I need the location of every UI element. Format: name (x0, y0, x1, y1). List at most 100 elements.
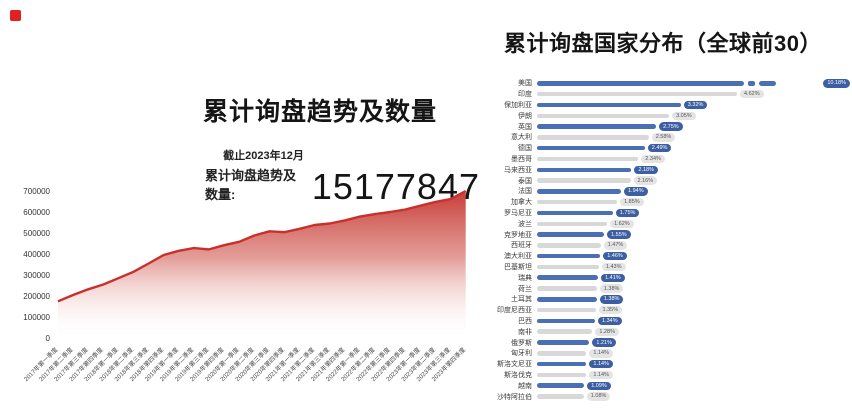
country-bar[interactable] (537, 340, 590, 345)
country-bar[interactable] (537, 91, 737, 97)
country-label: 美国 (518, 80, 532, 88)
country-label: 马来西亚 (504, 166, 532, 174)
total-inquiries-label: 累计询盘趋势及数量: (205, 168, 297, 202)
y-axis-tick-label: 100000 (23, 313, 50, 322)
country-bar[interactable] (537, 372, 587, 378)
bar-row: 墨西哥 2.34% (480, 154, 852, 165)
country-label: 俄罗斯 (511, 339, 532, 347)
value-badge: 1.28% (595, 327, 619, 336)
bar-row: 澳大利亚 1.46% (480, 251, 852, 262)
value-badge: 2.16% (633, 176, 658, 185)
country-bar[interactable] (537, 135, 649, 140)
area-fill[interactable] (58, 191, 466, 338)
country-label: 加拿大 (511, 199, 532, 207)
inquiry-trend-area-chart[interactable]: 0 100000 200000 300000 400000 500000 600000 700… (0, 176, 480, 411)
as-of-date-label: 截止2023年12月 (223, 150, 304, 162)
bar-row: 泰国 2.16% (480, 175, 852, 186)
country-label: 巴基斯坦 (504, 263, 532, 271)
country-label: 保加利亚 (504, 101, 532, 109)
bar-row: 土耳其 1.38% (480, 294, 852, 305)
country-bar[interactable] (537, 307, 596, 313)
logo-mark (10, 10, 21, 21)
bar-row: 瑞典 1.41% (480, 272, 852, 283)
country-bar[interactable] (537, 361, 587, 367)
bar-row: 斯洛文尼亚 1.14% (480, 359, 852, 370)
country-bar[interactable] (537, 286, 597, 291)
y-axis-tick-label: 500000 (23, 229, 50, 238)
value-badge: 1.21% (592, 338, 616, 347)
country-label: 印度 (518, 91, 532, 99)
country-bar[interactable] (537, 145, 645, 151)
bar-row: 意大利 2.58% (480, 132, 852, 143)
country-bar[interactable] (537, 124, 657, 129)
value-badge: 1.47% (603, 241, 628, 250)
value-badge: 2.75% (659, 122, 683, 131)
bar-row: 美国 10.18% (480, 78, 852, 89)
country-label: 南非 (518, 328, 532, 336)
country-bar[interactable] (537, 156, 639, 162)
country-bar[interactable] (537, 264, 599, 270)
country-bar[interactable] (537, 253, 601, 259)
bar-row: 荷兰 1.38% (480, 283, 852, 294)
country-bar[interactable] (537, 81, 744, 86)
value-badge: 1.09% (587, 381, 611, 390)
country-bar[interactable] (537, 199, 618, 205)
country-bar[interactable] (537, 113, 670, 119)
country-bar[interactable] (537, 394, 584, 399)
country-label: 匈牙利 (511, 350, 532, 358)
country-label: 法国 (518, 188, 532, 196)
country-bar[interactable] (537, 167, 632, 173)
country-label: 泰国 (518, 177, 532, 185)
country-bar[interactable] (537, 351, 587, 356)
country-label: 罗马尼亚 (504, 209, 532, 217)
country-label: 德国 (518, 145, 532, 153)
country-label: 瑞典 (518, 274, 532, 282)
country-bar[interactable] (537, 221, 608, 226)
value-badge: 1.38% (599, 295, 624, 304)
trend-line[interactable] (57, 189, 467, 303)
bar-row: 匈牙利 1.14% (480, 348, 852, 359)
country-bar[interactable] (537, 329, 593, 334)
value-badge: 1.14% (589, 359, 613, 369)
country-bar[interactable] (537, 210, 613, 216)
trend-chart-title: 累计询盘趋势及数量 (202, 98, 437, 126)
bar-row: 斯洛伐克 1.14% (480, 370, 852, 381)
country-label: 克罗地亚 (504, 231, 532, 239)
country-label: 土耳其 (511, 296, 532, 304)
bar-row: 西班牙 1.47% (480, 240, 852, 251)
value-badge: 1.43% (601, 262, 626, 272)
country-bar[interactable] (537, 232, 605, 237)
country-label: 墨西哥 (511, 155, 532, 163)
value-badge: 1.35% (598, 305, 623, 315)
country-bar[interactable] (537, 102, 681, 108)
country-label: 伊朗 (518, 112, 532, 120)
country-bar[interactable] (537, 243, 601, 248)
bar-row: 越南 1.09% (480, 380, 852, 391)
bar-row: 沙特阿拉伯 1.08% (480, 391, 852, 402)
value-badge: 3.05% (672, 111, 696, 120)
country-bar[interactable] (537, 383, 585, 388)
bar-row: 巴西 1.34% (480, 316, 852, 327)
country-bar[interactable] (537, 178, 631, 183)
value-badge: 1.38% (599, 284, 624, 293)
country-label: 斯洛文尼亚 (497, 361, 532, 369)
country-label: 西班牙 (511, 242, 532, 250)
country-bar[interactable] (537, 189, 621, 194)
y-axis-tick-label: 700000 (23, 187, 50, 196)
country-label: 巴西 (518, 317, 532, 325)
country-bar[interactable] (537, 297, 597, 302)
total-inquiries-stat: 截止2023年12月 累计询盘趋势及数量: 15177847 (205, 147, 480, 205)
country-bar[interactable] (537, 318, 595, 324)
y-axis-tick-label: 0 (46, 334, 51, 343)
value-badge: 2.49% (647, 143, 672, 153)
country-bar[interactable] (537, 275, 599, 280)
value-badge: 1.34% (598, 316, 622, 326)
bar-row: 印度尼西亚 1.35% (480, 305, 852, 316)
value-badge: 1.14% (589, 349, 613, 358)
value-badge: 1.85% (620, 197, 644, 207)
value-badge: 2.34% (641, 154, 665, 164)
bar-row: 波兰 1.62% (480, 218, 852, 229)
bar-row: 加拿大 1.85% (480, 197, 852, 208)
axis-break-dash (748, 81, 755, 86)
y-axis-tick-label: 600000 (23, 208, 50, 217)
